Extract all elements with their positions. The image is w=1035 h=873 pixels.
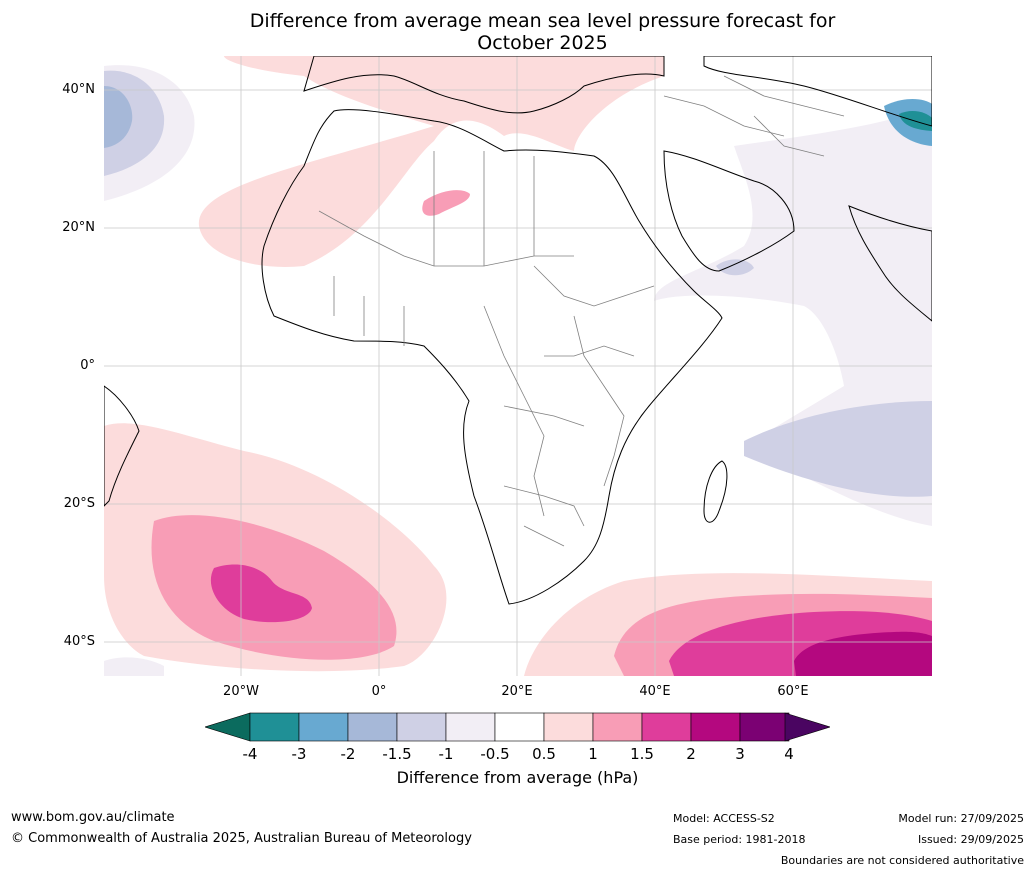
border-3 [533,265,655,307]
colorbar-tick-label: 1 [588,745,598,763]
contour-sw-neg [104,657,164,676]
colorbar-segment [494,712,545,742]
map-panel [104,56,932,676]
colorbar-tick-label: 3 [735,745,745,763]
colorbar-tick-label: 1.5 [630,745,654,763]
contour-med-pos [198,56,664,267]
colorbar-arrow-left [205,712,251,742]
borders [318,75,845,547]
border-9 [723,75,845,157]
border-2 [433,151,535,266]
colorbar-tick-label: -2 [340,745,356,763]
colorbar-tick-label: -4 [242,745,258,763]
footer-model: Model: ACCESS-S2 [673,812,775,825]
colorbar-tick-label: 4 [784,745,794,763]
coast-africa [261,109,723,605]
gridlines [104,56,932,676]
border-4 [483,305,545,517]
lat-label-20n: 20°N [62,220,95,235]
colorbar-tick-label: -0.5 [480,745,510,763]
lon-label-60e: 60°E [777,684,809,699]
contour-arabian-neg-1 [716,259,754,276]
chart-title: Difference from average mean sea level p… [0,10,1035,54]
border-8 [503,485,585,547]
footer-disclaimer: Boundaries are not considered authoritat… [780,854,1024,867]
colorbar-segment [739,712,790,742]
colorbar-segment [396,712,447,742]
colorbar-tick-label: 2 [686,745,696,763]
colorbar-label: Difference from average (hPa) [396,768,639,787]
coast-europe [303,56,665,114]
colorbar-segment [592,712,643,742]
map-svg [104,56,932,676]
coast-south-america [104,385,140,507]
colorbar-segment [641,712,692,742]
contour-nw-neg-15 [104,86,133,148]
lat-label-40s: 40°S [63,634,95,649]
title-line-1: Difference from average mean sea level p… [249,10,836,32]
colorbar-tick-label: -1.5 [382,745,412,763]
colorbar-segment [249,712,300,742]
lon-label-20w: 20°W [223,684,259,699]
footer-base-period: Base period: 1981-2018 [673,833,806,846]
colorbar-segment [543,712,594,742]
title-line-2: October 2025 [477,32,608,54]
contour-sio-pos-2 [794,631,932,676]
footer-copyright: © Commonwealth of Australia 2025, Austra… [11,831,472,846]
colorbar [205,712,830,742]
coast-madagascar [703,460,728,523]
colorbar-tick-label: -3 [291,745,307,763]
border-6 [333,276,405,346]
coast-asia-north [703,56,932,127]
lon-label-20e: 20°E [501,684,533,699]
colorbar-tick-label: 0.5 [532,745,556,763]
colorbar-segments [249,712,790,742]
footer-issued: Issued: 29/09/2025 [917,833,1024,846]
coast-india [848,205,932,322]
lon-label-40e: 40°E [639,684,671,699]
border-5 [573,315,625,487]
colorbar-segment [690,712,741,742]
lon-label-0: 0° [371,684,387,699]
colorbar-segment [298,712,349,742]
coast-arabia [663,150,795,272]
contour-io-neg-1 [744,401,932,497]
lat-label-20s: 20°S [63,496,95,511]
lat-label-0: 0° [80,358,95,373]
border-10 [663,95,785,137]
colorbar-tick-label: -1 [438,745,454,763]
border-7 [503,345,635,427]
colorbar-segment [347,712,398,742]
colorbar-segment [445,712,496,742]
footer-model-run: Model run: 27/09/2025 [898,812,1024,825]
coastlines [104,56,932,605]
footer-website: www.bom.gov.au/climate [11,810,175,825]
colorbar-arrow-right [784,712,830,742]
contour-satl-pos-15 [210,564,312,623]
lat-label-40n: 40°N [62,82,95,97]
